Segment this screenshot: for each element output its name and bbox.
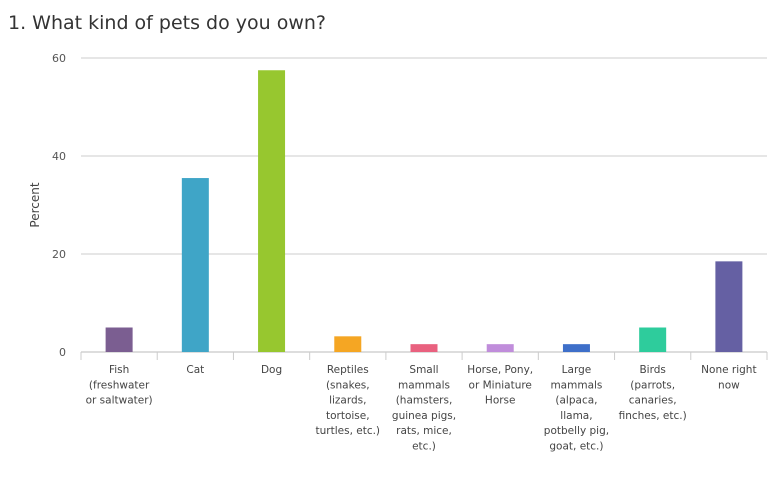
- bar: [334, 336, 362, 352]
- y-tick-label: 20: [52, 248, 66, 261]
- x-tick-label: Cat: [186, 364, 204, 376]
- bar: [639, 327, 667, 352]
- x-tick-label: None right now: [701, 364, 756, 391]
- x-tick-label: Dog: [261, 364, 282, 376]
- bar: [258, 70, 286, 352]
- chart-title: 1. What kind of pets do you own?: [8, 12, 327, 34]
- y-tick-label: 0: [59, 346, 66, 359]
- x-tick-label: Reptiles (snakes, lizards, tortoise, turtles…: [316, 364, 381, 437]
- bar: [562, 344, 590, 352]
- y-tick-label: 60: [52, 52, 66, 65]
- x-tick-label: Small mammals (hamsters, guinea pigs, rats, …: [392, 364, 456, 453]
- bar: [715, 261, 743, 352]
- bar: [181, 178, 209, 352]
- y-axis-label: Percent: [28, 182, 42, 227]
- x-tick-label: Large mammals (alpaca, llama, potbelly pig, g…: [544, 364, 609, 453]
- bar: [486, 344, 514, 352]
- x-tick-label: Birds (parrots, canaries, finches, etc.): [619, 364, 687, 422]
- x-tick-label: Fish (freshwater or saltwater): [86, 364, 153, 407]
- bar: [410, 344, 438, 352]
- y-tick-label: 40: [52, 150, 66, 163]
- bar: [105, 327, 133, 352]
- x-tick-label: Horse, Pony, or Miniature Horse: [467, 364, 533, 407]
